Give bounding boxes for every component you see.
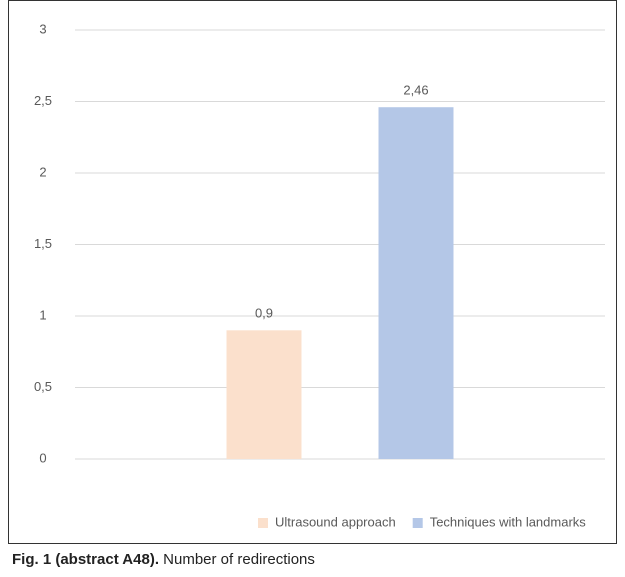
caption: Fig. 1 (abstract A48). Number of redirec… — [12, 551, 315, 568]
bar — [378, 107, 454, 459]
y-tick-label: 2,5 — [34, 93, 52, 108]
legend-label: Techniques with landmarks — [430, 514, 587, 529]
y-tick-label: 2 — [39, 164, 46, 179]
y-tick-label: 0 — [39, 450, 46, 465]
bar — [226, 330, 302, 459]
legend-swatch — [412, 518, 423, 528]
value-label: 0,9 — [255, 306, 273, 321]
legend-label: Ultrasound approach — [275, 514, 396, 529]
y-tick-label: 1,5 — [34, 236, 52, 251]
legend-swatch — [258, 518, 268, 528]
y-tick-label: 0,5 — [34, 379, 52, 394]
caption-label: Fig. 1 (abstract A48). — [12, 551, 159, 568]
y-tick-label: 3 — [39, 21, 46, 36]
chart: 0 0,5 1 1,5 2 2,5 3 0,9 2,46 Ultrasound approach T… — [8, 0, 617, 544]
caption-text: Number of redirections — [163, 551, 315, 568]
value-label: 2,46 — [403, 83, 428, 98]
chart-frame — [8, 0, 617, 544]
y-tick-label: 1 — [39, 307, 46, 322]
